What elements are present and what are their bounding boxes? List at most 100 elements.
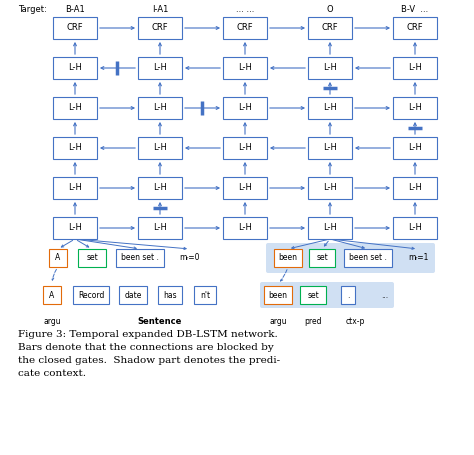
Text: L-H: L-H <box>68 103 82 112</box>
Text: L-H: L-H <box>153 183 167 192</box>
Text: A: A <box>55 253 61 263</box>
Text: L-H: L-H <box>68 223 82 233</box>
FancyBboxPatch shape <box>138 177 182 199</box>
Text: mᵣ=0: mᵣ=0 <box>180 253 200 263</box>
Text: set: set <box>307 290 319 299</box>
Text: L-H: L-H <box>238 223 252 233</box>
Text: CRF: CRF <box>322 24 338 32</box>
Text: L-H: L-H <box>153 223 167 233</box>
FancyBboxPatch shape <box>223 177 267 199</box>
Text: L-H: L-H <box>408 143 422 152</box>
Text: Record: Record <box>78 290 104 299</box>
Text: been set .: been set . <box>349 253 387 263</box>
Text: n't: n't <box>200 290 210 299</box>
FancyBboxPatch shape <box>344 249 392 267</box>
FancyBboxPatch shape <box>308 57 352 79</box>
FancyBboxPatch shape <box>53 137 97 159</box>
FancyBboxPatch shape <box>223 17 267 39</box>
FancyBboxPatch shape <box>308 97 352 119</box>
FancyBboxPatch shape <box>309 249 335 267</box>
FancyBboxPatch shape <box>49 249 67 267</box>
Text: L-H: L-H <box>68 64 82 72</box>
FancyBboxPatch shape <box>300 286 326 304</box>
Text: L-H: L-H <box>323 223 337 233</box>
FancyBboxPatch shape <box>393 217 437 239</box>
FancyBboxPatch shape <box>78 249 106 267</box>
Text: been set .: been set . <box>121 253 159 263</box>
FancyBboxPatch shape <box>266 243 435 273</box>
Text: L-H: L-H <box>153 143 167 152</box>
FancyBboxPatch shape <box>116 249 164 267</box>
Text: has: has <box>163 290 177 299</box>
FancyBboxPatch shape <box>158 286 182 304</box>
FancyBboxPatch shape <box>43 286 61 304</box>
Text: .: . <box>347 290 349 299</box>
FancyBboxPatch shape <box>308 137 352 159</box>
Text: been: been <box>279 253 298 263</box>
Text: L-H: L-H <box>238 143 252 152</box>
Text: L-H: L-H <box>323 64 337 72</box>
FancyBboxPatch shape <box>138 17 182 39</box>
FancyBboxPatch shape <box>341 286 355 304</box>
FancyBboxPatch shape <box>393 137 437 159</box>
FancyBboxPatch shape <box>393 57 437 79</box>
Text: I-A1: I-A1 <box>152 5 168 15</box>
FancyBboxPatch shape <box>274 249 302 267</box>
FancyBboxPatch shape <box>223 217 267 239</box>
FancyBboxPatch shape <box>194 286 216 304</box>
Text: Target:: Target: <box>18 5 47 15</box>
FancyBboxPatch shape <box>138 217 182 239</box>
Text: L-H: L-H <box>408 223 422 233</box>
FancyBboxPatch shape <box>308 217 352 239</box>
Text: argu: argu <box>269 317 287 326</box>
Text: ... ...: ... ... <box>236 5 254 15</box>
Text: ...: ... <box>382 290 389 299</box>
Text: mᵣ=1: mᵣ=1 <box>408 253 428 263</box>
Text: L-H: L-H <box>323 183 337 192</box>
FancyBboxPatch shape <box>138 57 182 79</box>
FancyBboxPatch shape <box>53 217 97 239</box>
Text: Figure 3: Temporal expanded DB-LSTM network.
Bars denote that the connections ar: Figure 3: Temporal expanded DB-LSTM netw… <box>18 330 280 378</box>
Text: L-H: L-H <box>408 64 422 72</box>
FancyBboxPatch shape <box>223 97 267 119</box>
Text: L-H: L-H <box>68 143 82 152</box>
Text: B-V  ...: B-V ... <box>401 5 428 15</box>
Text: CRF: CRF <box>237 24 253 32</box>
Text: L-H: L-H <box>408 103 422 112</box>
Text: CRF: CRF <box>67 24 83 32</box>
Text: A: A <box>49 290 55 299</box>
Text: B-A1: B-A1 <box>65 5 85 15</box>
FancyBboxPatch shape <box>119 286 147 304</box>
FancyBboxPatch shape <box>53 57 97 79</box>
FancyBboxPatch shape <box>223 57 267 79</box>
Text: ctx-p: ctx-p <box>346 317 365 326</box>
FancyBboxPatch shape <box>264 286 292 304</box>
Text: set: set <box>316 253 328 263</box>
Text: CRF: CRF <box>407 24 423 32</box>
FancyBboxPatch shape <box>308 17 352 39</box>
Text: L-H: L-H <box>153 103 167 112</box>
FancyBboxPatch shape <box>53 177 97 199</box>
FancyBboxPatch shape <box>393 97 437 119</box>
FancyBboxPatch shape <box>393 17 437 39</box>
Text: Sentence: Sentence <box>138 317 182 326</box>
Text: L-H: L-H <box>238 64 252 72</box>
Text: L-H: L-H <box>408 183 422 192</box>
FancyBboxPatch shape <box>138 137 182 159</box>
FancyBboxPatch shape <box>53 17 97 39</box>
Text: L-H: L-H <box>68 183 82 192</box>
Text: L-H: L-H <box>153 64 167 72</box>
FancyBboxPatch shape <box>308 177 352 199</box>
Text: L-H: L-H <box>238 103 252 112</box>
FancyBboxPatch shape <box>73 286 109 304</box>
Text: been: been <box>268 290 288 299</box>
Text: pred: pred <box>304 317 322 326</box>
Text: O: O <box>327 5 333 15</box>
FancyBboxPatch shape <box>260 282 394 308</box>
Text: set: set <box>86 253 98 263</box>
Text: CRF: CRF <box>152 24 168 32</box>
Text: L-H: L-H <box>323 143 337 152</box>
FancyBboxPatch shape <box>393 177 437 199</box>
Text: L-H: L-H <box>238 183 252 192</box>
FancyBboxPatch shape <box>138 97 182 119</box>
